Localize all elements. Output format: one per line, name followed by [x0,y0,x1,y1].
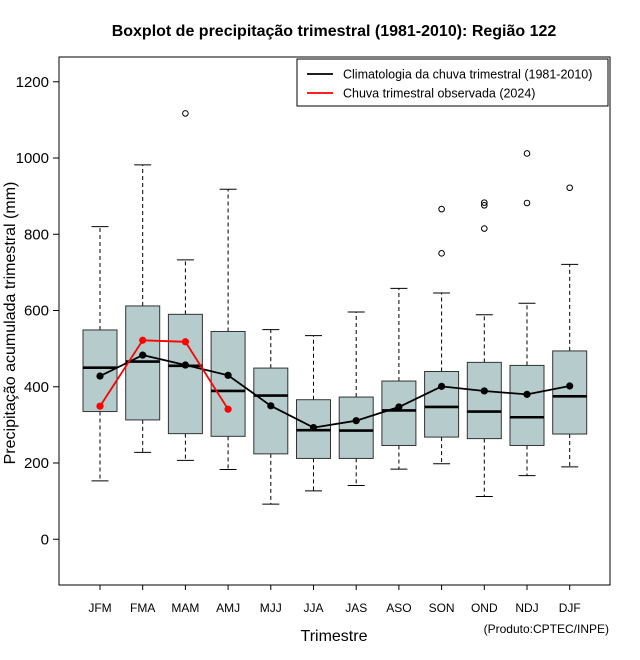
x-tick-label: JJA [303,601,323,615]
series-point [480,387,488,395]
box-fma [125,164,161,453]
y-tick-label: 200 [24,455,49,472]
outlier-point [523,150,531,157]
series-point [523,390,531,398]
series-point [309,423,318,432]
box-aso [381,287,417,470]
series-line [99,339,229,410]
x-tick-label: DJF [559,601,581,615]
series-point [96,372,104,380]
box-son [424,205,460,465]
y-tick-label: 0 [41,531,49,548]
y-tick-label: 800 [24,226,49,243]
box-iqr [424,371,460,438]
plot-area: 0 200 400 600 800 1000 1200 JFM FMA MAM AMJ MJJ JJA J… [16,56,611,615]
legend-entry: Chuva trimestral observada (2024) [343,87,535,101]
box-jfm [82,226,118,482]
legend: Climatologia da chuva trimestral (1981-2… [296,58,609,107]
chart-title: Boxplot de precipitação trimestral (1981… [112,23,557,40]
outlier-point [438,205,445,213]
x-tick-label: FMA [130,601,155,615]
series-point [139,351,147,359]
plot-frame [58,56,611,586]
series-point [438,382,446,390]
box-mam [167,110,203,461]
x-axis-label: Trimestre [301,628,368,645]
x-tick-label: AMJ [216,601,240,615]
box-mjj [253,329,289,505]
box-iqr [381,380,417,446]
series-climatology [96,351,574,432]
box-iqr [338,396,374,459]
series-observed-2024 [96,336,232,413]
x-tick-label: NDJ [515,601,538,615]
box-ond [466,199,502,498]
series-point [395,403,403,411]
series-point [352,417,360,425]
box-iqr [167,313,203,435]
box-iqr [125,305,161,421]
series-point [181,361,189,369]
outlier-point [523,199,531,207]
legend-entry: Climatologia da chuva trimestral (1981-2… [343,68,592,82]
x-tick-label: MJJ [260,601,282,615]
series-point [224,405,232,413]
y-tick-label: 1000 [16,150,49,167]
box-iqr [509,364,545,446]
product-credit: (Produto:CPTEC/INPE) [484,622,609,636]
series-point [566,382,574,390]
box-ndj [509,150,545,477]
box-iqr [466,361,502,440]
y-tick-label: 600 [24,303,49,320]
box-iqr [552,350,588,435]
y-tick-label: 1200 [16,74,49,91]
y-axis-label: Precipitação acumulada trimestral (mm) [2,182,19,465]
series-point [96,402,104,410]
box-jas [338,311,374,486]
series-point [181,338,189,346]
series-point [267,402,275,410]
outlier-point [481,199,488,206]
outlier-point [566,184,574,192]
box-jja [296,335,331,492]
x-tick-label: JFM [88,601,111,615]
x-tick-label: OND [471,601,498,615]
series-line [99,354,570,429]
x-tick-label: ASO [386,601,411,615]
legend-box [296,58,609,107]
x-tick-label: JAS [345,601,367,615]
y-tick-label: 400 [24,379,49,396]
outlier-point [481,225,488,232]
series-point [224,371,232,379]
outlier-point [481,201,488,209]
series-point [139,336,147,344]
outlier-point [438,250,445,257]
box-amj [210,188,246,470]
x-tick-label: MAM [171,601,199,615]
outlier-point [182,110,189,117]
box-djf [552,184,588,468]
x-tick-label: SON [429,601,455,615]
